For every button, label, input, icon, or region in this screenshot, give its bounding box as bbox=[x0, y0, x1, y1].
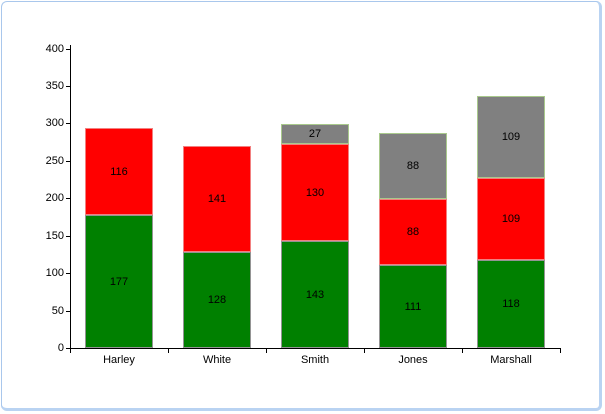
bar-value-label: 109 bbox=[501, 213, 521, 225]
bar-segment-gray-series-jones: 88 bbox=[379, 133, 447, 199]
bar-segment-gray-series-marshall: 109 bbox=[477, 96, 545, 178]
bar-value-label: 27 bbox=[308, 128, 322, 140]
bar-value-label: 116 bbox=[110, 165, 128, 178]
bar-value-label: 111 bbox=[404, 300, 422, 313]
bar-segment-green-series-smith: 143 bbox=[281, 241, 349, 348]
bar-value-label: 177 bbox=[109, 275, 129, 288]
bar-segment-green-series-marshall: 118 bbox=[477, 260, 545, 348]
y-axis-tick bbox=[66, 86, 70, 87]
y-axis-tick-label: 250 bbox=[45, 155, 64, 167]
bar-value-label: 141 bbox=[207, 193, 227, 205]
bar-value-label: 88 bbox=[406, 226, 420, 238]
bar-segment-red-series-marshall: 109 bbox=[477, 178, 545, 260]
bar-value-label: 128 bbox=[207, 294, 227, 306]
x-axis-tick bbox=[462, 349, 463, 353]
y-axis-tick-label: 350 bbox=[45, 80, 64, 92]
y-axis-tick bbox=[66, 273, 70, 274]
y-axis-tick bbox=[66, 198, 70, 199]
bar-segment-green-series-harley: 177 bbox=[85, 215, 153, 348]
x-axis-line bbox=[70, 348, 561, 349]
bar-value-label: 109 bbox=[501, 131, 521, 143]
y-axis-tick bbox=[66, 49, 70, 50]
bar-segment-red-series-harley: 116 bbox=[85, 128, 153, 215]
y-axis-tick-label: 50 bbox=[51, 305, 64, 317]
y-axis-tick bbox=[66, 123, 70, 124]
y-axis-tick bbox=[66, 161, 70, 162]
x-axis-tick bbox=[168, 349, 169, 353]
category-label: White bbox=[202, 354, 232, 366]
bar-segment-red-series-smith: 130 bbox=[281, 144, 349, 241]
y-axis-tick bbox=[66, 236, 70, 237]
y-axis-tick bbox=[66, 348, 70, 349]
bar-value-label: 130 bbox=[305, 186, 325, 199]
y-axis-tick-label: 0 bbox=[57, 342, 64, 354]
category-label: Smith bbox=[300, 354, 330, 366]
category-label: Marshall bbox=[490, 354, 532, 366]
y-axis-tick-label: 300 bbox=[45, 117, 64, 129]
bar-value-label: 118 bbox=[502, 298, 520, 310]
bar-segment-green-series-white: 128 bbox=[183, 252, 251, 348]
x-axis-tick bbox=[266, 349, 267, 353]
category-label: Jones bbox=[398, 354, 428, 366]
bar-value-label: 143 bbox=[305, 288, 325, 301]
y-axis-tick-label: 150 bbox=[45, 230, 64, 242]
y-axis-tick bbox=[66, 311, 70, 312]
bar-segment-gray-series-smith: 27 bbox=[281, 124, 349, 144]
x-axis-tick bbox=[560, 349, 561, 353]
bar-segment-red-series-jones: 88 bbox=[379, 199, 447, 265]
category-label: Harley bbox=[103, 354, 135, 366]
y-axis-tick-label: 400 bbox=[45, 43, 64, 55]
y-axis-line bbox=[70, 45, 71, 349]
bar-segment-green-series-jones: 111 bbox=[379, 265, 447, 348]
y-axis-tick-label: 100 bbox=[45, 267, 64, 279]
x-axis-tick bbox=[70, 349, 71, 353]
bar-segment-red-series-white: 141 bbox=[183, 146, 251, 252]
y-axis-tick-label: 200 bbox=[45, 192, 64, 204]
bar-value-label: 88 bbox=[406, 160, 420, 172]
x-axis-tick bbox=[364, 349, 365, 353]
